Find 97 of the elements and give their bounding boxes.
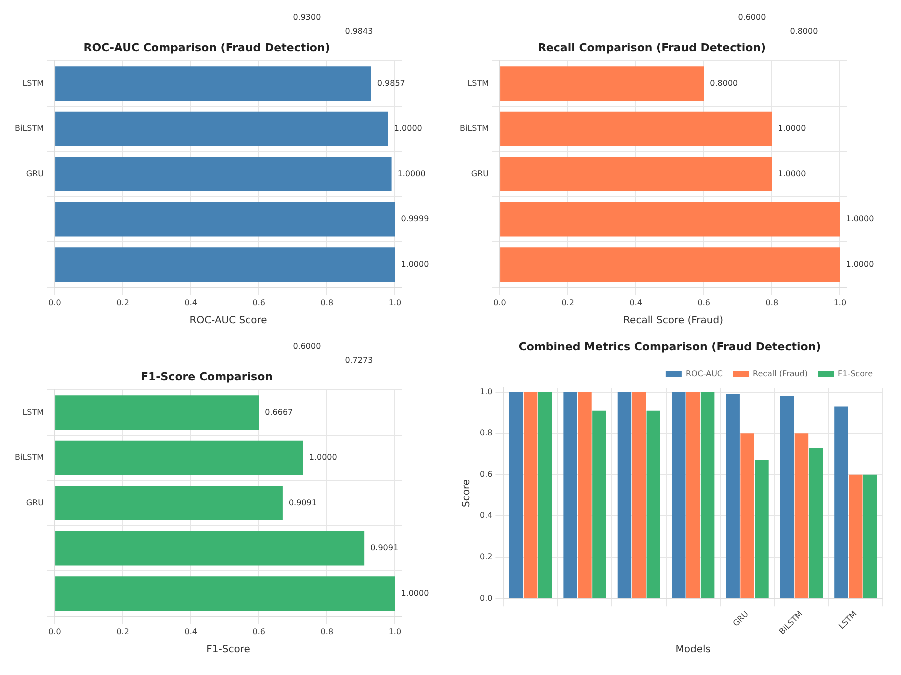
legend-label: Recall (Fraud) <box>753 369 808 378</box>
x-tick-label: 0.8 <box>320 298 334 308</box>
bar <box>56 531 365 566</box>
chart-title: Recall Comparison (Fraud Detection) <box>538 41 766 54</box>
bar <box>578 392 592 598</box>
bar <box>646 410 660 598</box>
x-tick-label: 0.6 <box>252 298 266 308</box>
bar <box>500 248 840 282</box>
annotation: 1.0000 <box>398 169 426 178</box>
y-tick-label: LSTM <box>468 78 490 88</box>
y-tick-label: 0.0 <box>480 594 493 603</box>
annotation: 1.0000 <box>401 588 430 598</box>
bar <box>592 410 606 598</box>
bar <box>863 474 878 598</box>
x-axis-title: F1-Score <box>206 644 250 656</box>
bar <box>564 392 578 598</box>
y-tick-label: 0.2 <box>480 552 493 562</box>
x-tick-label: 0.8 <box>766 298 779 308</box>
legend-label: F1-Score <box>838 369 874 378</box>
bar <box>780 396 794 598</box>
x-axis-title: Models <box>676 644 711 656</box>
bar <box>510 392 524 598</box>
bar <box>538 392 552 598</box>
text: 0.6000 <box>738 13 766 22</box>
text: 0.7273 <box>345 356 374 366</box>
annotation: 1.0000 <box>778 124 806 134</box>
bar <box>700 392 715 598</box>
x-tick-label: 0.4 <box>184 298 198 308</box>
x-tick-label: 0.8 <box>320 627 334 636</box>
chart-title: Combined Metrics Comparison (Fraud Detection) <box>518 340 822 354</box>
bar <box>686 392 700 598</box>
x-tick-label: 0.0 <box>48 627 62 636</box>
x-tick-label: 0.0 <box>494 298 506 308</box>
annotation: 1.0000 <box>401 260 430 269</box>
bar <box>500 66 704 102</box>
bar <box>56 440 304 476</box>
x-tick-label: 0.0 <box>48 298 62 308</box>
x-tick-label: 0.4 <box>184 627 198 636</box>
bar <box>632 392 646 598</box>
bar <box>740 434 754 598</box>
text: 0.9300 <box>293 13 322 22</box>
bar <box>500 202 840 237</box>
y-tick-label: 0.4 <box>480 511 493 520</box>
x-tick-label: 0.2 <box>562 298 574 308</box>
annotation: 0.8000 <box>710 78 738 88</box>
y-tick-label: 0.6 <box>480 470 493 479</box>
y-tick-label: GRU <box>26 498 44 508</box>
annotation: 1.0000 <box>309 453 338 462</box>
x-tick-label: 1.0 <box>388 627 402 636</box>
bar <box>56 396 260 430</box>
annotation: 0.9091 <box>288 498 317 508</box>
y-tick-label: BiLSTM <box>14 124 44 134</box>
y-tick-label: 0.8 <box>480 428 493 438</box>
bar <box>500 112 772 146</box>
bar <box>524 392 538 598</box>
y-tick-label: 1.0 <box>480 387 493 396</box>
annotation: 0.6667 <box>265 408 294 417</box>
y-tick-label: LSTM <box>22 78 44 88</box>
text: 0.8000 <box>790 27 818 36</box>
x-tick-label: 0.6 <box>252 627 266 636</box>
bar <box>56 576 396 611</box>
chart-title: ROC-AUC Comparison (Fraud Detection) <box>84 41 330 54</box>
text: 0.6000 <box>293 342 322 352</box>
x-tick-label: 0.2 <box>116 627 130 636</box>
bar <box>56 486 283 520</box>
x-tick-label: 1.0 <box>388 298 402 308</box>
annotation: 0.9999 <box>401 214 430 224</box>
x-tick-label: 0.2 <box>116 298 130 308</box>
x-tick-label: 0.6 <box>698 298 710 308</box>
y-axis-title: Score <box>462 479 473 508</box>
bar <box>726 394 740 598</box>
x-axis-title: Recall Score (Fraud) <box>624 316 724 327</box>
bar <box>834 406 848 598</box>
x-axis-title: ROC-AUC Score <box>190 316 268 327</box>
bar <box>500 157 772 192</box>
annotation: 1.0000 <box>778 169 806 178</box>
annotation: 1.0000 <box>394 124 422 134</box>
bar <box>794 434 809 598</box>
y-tick-label: LSTM <box>22 408 44 417</box>
x-tick-label: 1.0 <box>834 298 847 308</box>
annotation: 0.9091 <box>370 544 399 553</box>
annotation: 0.9857 <box>377 78 406 88</box>
bar <box>618 392 632 598</box>
y-tick-label: BiLSTM <box>14 453 44 462</box>
bar <box>809 448 824 598</box>
annotation: 1.0000 <box>846 260 874 269</box>
bar <box>672 392 686 598</box>
y-tick-label: GRU <box>471 169 490 178</box>
x-tick-label: 0.4 <box>630 298 642 308</box>
annotation: 1.0000 <box>846 214 874 224</box>
bar <box>849 474 863 598</box>
y-tick-label: GRU <box>26 169 44 178</box>
y-tick-label: BiLSTM <box>460 124 490 134</box>
chart-title: F1-Score Comparison <box>141 370 273 384</box>
legend-label: ROC-AUC <box>686 369 724 378</box>
bar <box>755 460 769 598</box>
text: 0.9843 <box>345 27 374 36</box>
